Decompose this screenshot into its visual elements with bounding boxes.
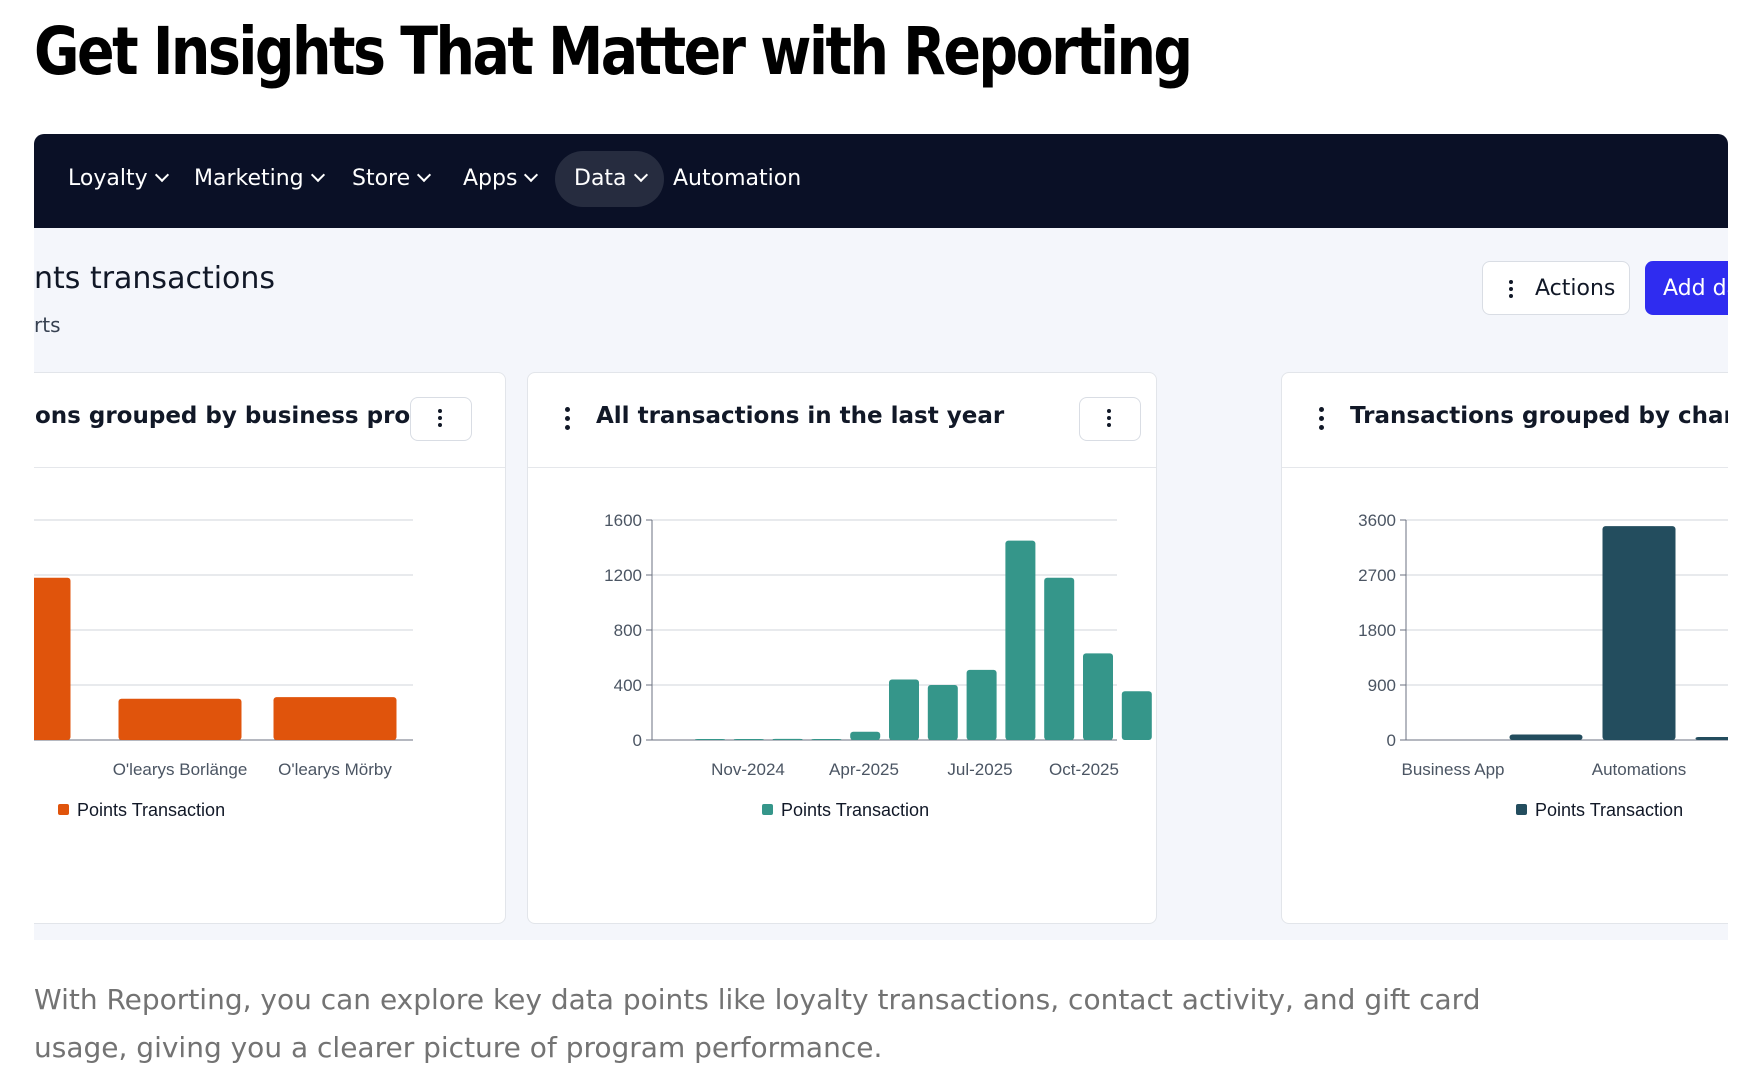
card-header: All transactions in the last year (528, 373, 1156, 468)
page-title: nts transactions (34, 261, 276, 296)
x-tick-label: Apr-2025 (829, 760, 899, 779)
bar (733, 739, 764, 740)
bar (966, 669, 997, 740)
bar-chart-last-year: 0 400 800 1200 1600 Nov-2024 Apr-2025 Jul-2025 O… (604, 511, 1152, 820)
card-menu-button[interactable] (1079, 397, 1141, 441)
kebab-icon (1509, 277, 1513, 301)
y-tick-label: 0 (1387, 731, 1396, 750)
bar (1083, 653, 1113, 740)
x-tick-label: O'learys Borlänge (113, 760, 248, 779)
bar (889, 679, 919, 740)
nav-item-marketing[interactable]: Marketing (194, 151, 325, 207)
chevron-down-icon (154, 167, 169, 183)
description: With Reporting, you can explore key data… (34, 983, 1481, 1064)
card-title: Transactions grouped by channel (1350, 403, 1728, 429)
card-header: Transactions grouped by channel (1282, 373, 1728, 468)
y-tick-label: 0 (633, 731, 642, 750)
card-title: ons grouped by business profile (35, 403, 451, 429)
page-subtitle: rts (34, 313, 61, 337)
bar (1044, 577, 1075, 740)
y-tick-label: 400 (614, 676, 642, 695)
chart-card-channel: Transactions grouped by channel 0 900 1800… (1281, 372, 1728, 924)
bar (927, 685, 958, 740)
bar (772, 738, 803, 740)
legend-swatch (58, 804, 69, 815)
actions-button[interactable]: Actions (1482, 261, 1630, 315)
bar (1509, 734, 1583, 740)
x-tick-label: Jul-2025 (947, 760, 1012, 779)
add-data-button[interactable]: Add da (1645, 261, 1728, 315)
chevron-down-icon (310, 167, 325, 183)
y-tick-label: 1200 (604, 566, 642, 585)
nav-item-loyalty[interactable]: Loyalty (68, 151, 169, 207)
y-tick-label: 1600 (604, 511, 642, 530)
bar (695, 739, 725, 740)
nav-item-store[interactable]: Store (352, 151, 432, 207)
y-tick-label: 2700 (1358, 566, 1396, 585)
chevron-down-icon (417, 167, 432, 183)
bar-chart-channel: 0 900 1800 2700 3600 Business App Automations P… (1358, 511, 1728, 820)
legend-label: Points Transaction (781, 800, 929, 820)
x-tick-label: Automations (1592, 760, 1687, 779)
bar (1695, 736, 1728, 740)
bar (118, 698, 242, 740)
bar (811, 739, 842, 740)
card-title: All transactions in the last year (596, 403, 1005, 429)
x-tick-label: O'learys Mörby (278, 760, 392, 779)
drag-handle-icon[interactable] (1319, 403, 1325, 434)
nav-item-automation[interactable]: Automation (673, 166, 802, 191)
bar (34, 577, 71, 740)
bar (273, 697, 397, 740)
y-tick-label: 800 (614, 621, 642, 640)
card-menu-button[interactable] (410, 397, 472, 441)
legend-label: Points Transaction (77, 800, 225, 820)
chevron-down-icon (524, 167, 539, 183)
y-tick-label: 3600 (1358, 511, 1396, 530)
drag-handle-icon[interactable] (565, 403, 571, 434)
app-screenshot: Loyalty Marketing Store Apps Data Automa… (34, 134, 1728, 940)
x-tick-label: Business App (1401, 760, 1504, 779)
card-header: ons grouped by business profile (34, 373, 505, 468)
chevron-down-icon (633, 167, 648, 183)
legend-label: Points Transaction (1535, 800, 1683, 820)
bar (1005, 540, 1036, 740)
kebab-icon (438, 406, 442, 430)
headline: Get Insights That Matter with Reporting (34, 13, 1193, 90)
legend-swatch (762, 804, 773, 815)
nav-item-data[interactable]: Data (555, 151, 664, 207)
chart-card-business-profile: ons grouped by business profile rysO'lea… (34, 372, 506, 924)
x-tick-label: Nov-2024 (711, 760, 785, 779)
kebab-icon (1107, 406, 1111, 430)
nav-item-apps[interactable]: Apps (463, 151, 539, 207)
legend-swatch (1516, 804, 1527, 815)
bar (1602, 526, 1676, 740)
x-tick-label: Oct-2025 (1049, 760, 1119, 779)
bar (850, 731, 881, 740)
bar (1121, 691, 1152, 740)
top-navbar: Loyalty Marketing Store Apps Data Automa… (34, 134, 1728, 228)
y-tick-label: 1800 (1358, 621, 1396, 640)
chart-card-last-year: All transactions in the last year 0 400 80… (527, 372, 1157, 924)
y-tick-label: 900 (1368, 676, 1396, 695)
